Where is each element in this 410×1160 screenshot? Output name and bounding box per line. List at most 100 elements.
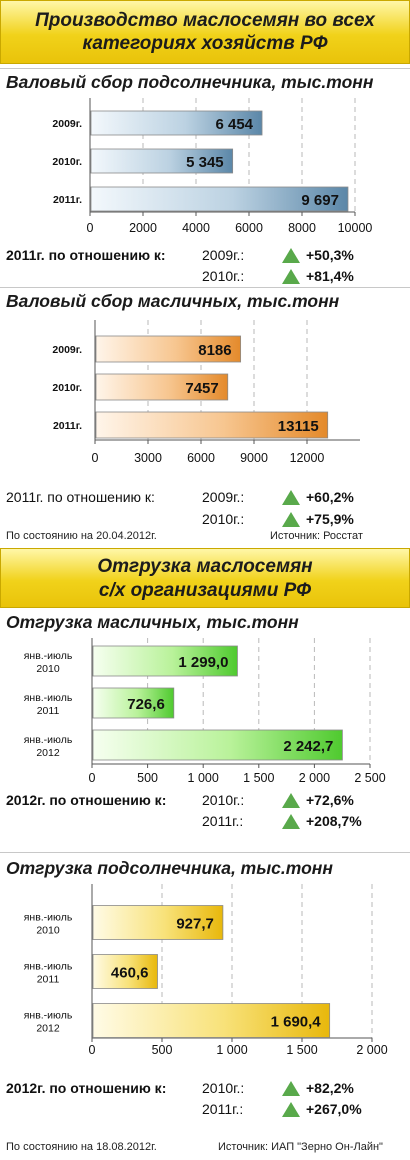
comparison-year: 2011г.: [202, 1101, 244, 1117]
x-tick-label: 0 [92, 451, 99, 465]
data-label: 7457 [185, 380, 218, 397]
chart-title-sunflower-shipment: Отгрузка подсолнечника, тыс.тонн [6, 858, 333, 878]
data-label: 1 299,0 [178, 654, 228, 671]
category-label: янв.-июль [24, 961, 73, 973]
up-triangle-icon [282, 1102, 300, 1117]
chart-oilseeds-harvest: 0 3000 6000 9000 12000 2009г. 8186 2010г. 7457 20… [0, 318, 410, 478]
comparison-year: 2011г.: [202, 813, 244, 829]
comparison-label: 2012г. по отношению к: [6, 1080, 167, 1096]
bar [92, 687, 175, 719]
category-label: 2010г. [52, 382, 82, 394]
x-tick-label: 6000 [235, 221, 263, 235]
separator [0, 852, 410, 853]
comparison-year: 2010г.: [202, 1080, 245, 1096]
data-label: 13115 [278, 418, 319, 435]
x-tick-label: 2 000 [356, 1043, 387, 1057]
up-triangle-icon [282, 490, 300, 505]
x-tick-label: 500 [137, 771, 158, 785]
data-label: 5 345 [186, 154, 224, 171]
banner-line-2: с/х организациями РФ [98, 580, 312, 601]
data-label: 927,7 [176, 916, 214, 933]
bar [95, 373, 229, 401]
data-label: 2 242,7 [283, 738, 333, 755]
category-label: 2011 [37, 974, 60, 986]
x-tick-label: 8000 [288, 221, 316, 235]
comparison-year: 2009г.: [202, 247, 245, 263]
category-label: янв.-июль [24, 734, 73, 746]
data-label: 1 690,4 [271, 1014, 322, 1031]
comparison-year: 2010г.: [202, 268, 245, 284]
bar [92, 1003, 331, 1038]
x-tick-label: 2000 [129, 221, 157, 235]
comparison-label: 2011г. по отношению к: [6, 489, 155, 505]
x-tick-label: 2 500 [354, 771, 385, 785]
x-tick-label: 0 [87, 221, 94, 235]
x-tick-label: 500 [152, 1043, 173, 1057]
chart-title-oilseeds-harvest: Валовый сбор масличных, тыс.тонн [6, 291, 340, 311]
up-triangle-icon [282, 248, 300, 263]
data-label: 460,6 [111, 965, 149, 982]
comparison-year: 2010г.: [202, 511, 245, 527]
bar-chart-svg: 0 2000 4000 6000 8000 10000 2009г. 6 454 2010г. 5… [52, 98, 372, 235]
x-tick-label: 1 500 [243, 771, 274, 785]
data-label: 6 454 [215, 116, 253, 133]
x-tick-label: 2 000 [299, 771, 330, 785]
bar [90, 186, 349, 212]
category-label: 2009г. [52, 344, 82, 356]
up-triangle-icon [282, 1081, 300, 1096]
category-label: 2010 [36, 925, 60, 937]
category-label: янв.-июль [24, 912, 73, 924]
up-triangle-icon [282, 269, 300, 284]
category-label: янв.-июль [24, 692, 73, 704]
category-label: 2011г. [53, 420, 82, 432]
separator [0, 287, 410, 288]
category-label: янв.-июль [24, 1010, 73, 1022]
category-label: 2010г. [52, 156, 82, 168]
category-label: янв.-июль [24, 650, 73, 662]
x-tick-label: 6000 [187, 451, 215, 465]
x-tick-label: 1 500 [286, 1043, 317, 1057]
x-tick-label: 0 [89, 1043, 96, 1057]
chart-oilseeds-shipment: 0 500 1 000 1 500 2 000 2 500 янв.-июль 2010 1 2… [0, 636, 410, 786]
category-label: 2011г. [53, 194, 82, 206]
chart-sunflower-harvest: 0 2000 4000 6000 8000 10000 2009г. 6 454 2010г. 5… [0, 96, 410, 244]
category-label: 2011 [37, 705, 60, 717]
bar [92, 905, 224, 940]
x-tick-label: 4000 [182, 221, 210, 235]
footer-source: Источник: ИАП "Зерно Он-Лайн" [218, 1141, 383, 1153]
banner-shipment: Отгрузка маслосемян с/х организациями РФ [0, 548, 410, 608]
up-triangle-icon [282, 512, 300, 527]
x-tick-label: 0 [89, 771, 96, 785]
footer-source: Источник: Росстат [270, 530, 363, 542]
category-label: 2012 [36, 1023, 60, 1035]
banner-line-2: категориях хозяйств РФ [82, 33, 328, 54]
comparison-year: 2010г.: [202, 792, 245, 808]
separator [0, 68, 410, 69]
comparison-value: +50,3% [306, 247, 354, 263]
category-label: 2012 [36, 747, 60, 759]
bar [90, 110, 263, 136]
data-label: 9 697 [301, 192, 339, 209]
x-tick-label: 3000 [134, 451, 162, 465]
comparison-year: 2009г.: [202, 489, 245, 505]
comparison-value: +72,6% [306, 792, 354, 808]
category-label: 2010 [36, 663, 60, 675]
comparison-value: +208,7% [306, 813, 362, 829]
bar [95, 411, 329, 439]
bar [92, 729, 343, 761]
chart-title-sunflower-harvest: Валовый сбор подсолнечника, тыс.тонн [6, 72, 374, 92]
comparison-label: 2012г. по отношению к: [6, 792, 167, 808]
footer-date: По состоянию на 18.08.2012г. [6, 1141, 157, 1153]
data-label: 8186 [198, 342, 231, 359]
bar [90, 148, 234, 174]
comparison-value: +82,2% [306, 1080, 354, 1096]
footer-date: По состоянию на 20.04.2012г. [6, 530, 157, 542]
x-tick-label: 9000 [240, 451, 268, 465]
bar [95, 335, 242, 363]
category-label: 2009г. [52, 118, 82, 130]
banner-line-1: Производство маслосемян во всех [35, 10, 375, 31]
bar [92, 954, 158, 989]
bar [92, 645, 238, 677]
